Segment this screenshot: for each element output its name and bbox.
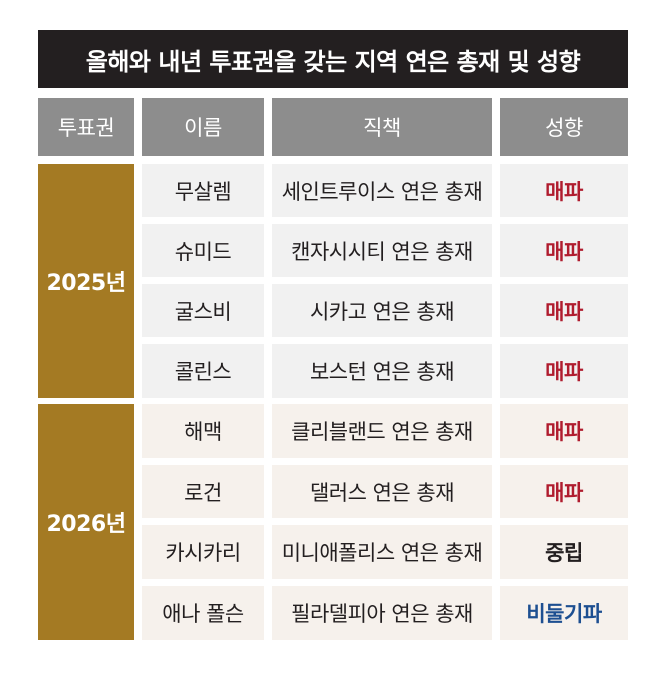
table-row-stance: 매파 (500, 404, 628, 458)
year-2026: 2026년 (38, 404, 134, 640)
table-row-name: 애나 폴슨 (142, 586, 264, 640)
table-row-position: 보스턴 연은 총재 (272, 344, 492, 398)
year-2025: 2025년 (38, 164, 134, 398)
header-stance: 성향 (500, 98, 628, 156)
table-row-stance: 매파 (500, 465, 628, 518)
header-name: 이름 (142, 98, 264, 156)
table-row-name: 해맥 (142, 404, 264, 458)
table-row-name: 무살렘 (142, 164, 264, 217)
table-row-name: 콜린스 (142, 344, 264, 398)
table-row-name: 슈미드 (142, 224, 264, 277)
table-row-stance: 매파 (500, 344, 628, 398)
table-row-stance: 비둘기파 (500, 586, 628, 640)
table-row-position: 세인트루이스 연은 총재 (272, 164, 492, 217)
table-row-name: 굴스비 (142, 284, 264, 337)
table-row-stance: 매파 (500, 224, 628, 277)
table-row-position: 필라델피아 연은 총재 (272, 586, 492, 640)
header-vote: 투표권 (38, 98, 134, 156)
table-row-position: 댈러스 연은 총재 (272, 465, 492, 518)
table-row-position: 미니애폴리스 연은 총재 (272, 525, 492, 579)
table-row-stance: 매파 (500, 164, 628, 217)
table-row-position: 캔자시시티 연은 총재 (272, 224, 492, 277)
table-row-position: 클리블랜드 연은 총재 (272, 404, 492, 458)
table-title: 올해와 내년 투표권을 갖는 지역 연은 총재 및 성향 (38, 30, 628, 88)
table-row-name: 로건 (142, 465, 264, 518)
table-row-stance: 중립 (500, 525, 628, 579)
table-row-stance: 매파 (500, 284, 628, 337)
table-row-position: 시카고 연은 총재 (272, 284, 492, 337)
header-position: 직책 (272, 98, 492, 156)
table-row-name: 카시카리 (142, 525, 264, 579)
